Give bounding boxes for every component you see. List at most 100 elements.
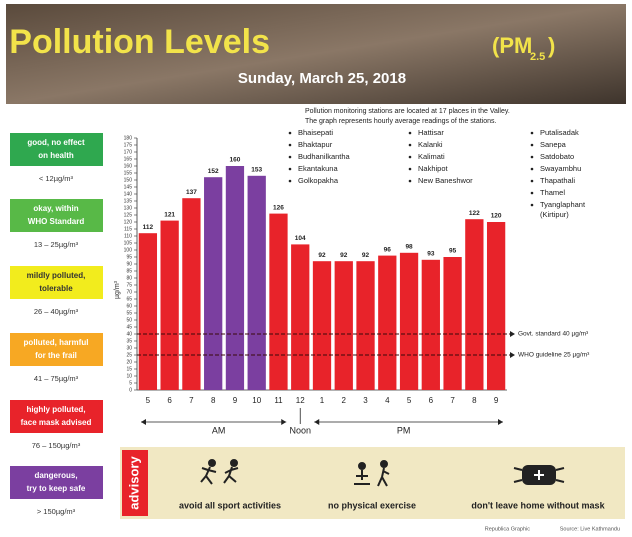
legend-label: okay, within — [33, 204, 78, 213]
station-bullet — [531, 180, 534, 183]
station-bullet — [531, 204, 534, 207]
legend-range: 41 – 75µg/m³ — [34, 374, 79, 383]
legend-range: 13 – 25µg/m³ — [34, 240, 79, 249]
stations-intro: Pollution monitoring stations are locate… — [305, 108, 510, 115]
y-tick-label: 65 — [126, 296, 132, 302]
y-tick-label: 120 — [124, 219, 133, 225]
advisory-item: no physical exercise — [328, 500, 416, 510]
legend-label: highly polluted, — [26, 405, 85, 414]
station-name: Putalisadak — [540, 128, 579, 137]
bar — [487, 222, 505, 390]
station-bullet — [409, 156, 412, 159]
station-name: Golkopakha — [298, 176, 339, 185]
station-name: Sanepa — [540, 140, 567, 149]
station-name: Bhaisepati — [298, 128, 333, 137]
legend-label: on health — [38, 151, 74, 160]
station-bullet — [409, 144, 412, 147]
y-tick-label: 85 — [126, 268, 132, 274]
legend-label: tolerable — [39, 284, 73, 293]
station-name: Bhaktapur — [298, 140, 333, 149]
x-tick-label: 11 — [274, 396, 283, 405]
bar — [400, 253, 418, 390]
advisory-item: avoid all sport activities — [179, 500, 281, 510]
bar — [248, 176, 266, 390]
value-label: 92 — [362, 252, 370, 259]
y-tick-label: 30 — [126, 345, 132, 351]
legend-range: 76 – 150µg/m³ — [32, 441, 81, 450]
y-tick-label: 60 — [126, 303, 132, 309]
value-label: 96 — [384, 246, 392, 253]
legend-label: dangerous, — [34, 471, 77, 480]
x-tick-label: 6 — [429, 396, 434, 405]
y-tick-label: 75 — [126, 282, 132, 288]
title-unit: (PM — [492, 33, 532, 58]
station-bullet — [289, 132, 292, 135]
station-name: Thapathali — [540, 176, 575, 185]
bar — [139, 233, 157, 390]
value-label: 98 — [405, 244, 413, 251]
date: Sunday, March 25, 2018 — [238, 70, 406, 87]
station-bullet — [531, 168, 534, 171]
y-tick-label: 35 — [126, 338, 132, 344]
period-label: AM — [212, 425, 226, 435]
station-bullet — [531, 132, 534, 135]
x-tick-label: 9 — [233, 396, 238, 405]
station-name: Budhanilkantha — [298, 152, 351, 161]
value-label: 92 — [318, 252, 326, 259]
bar — [291, 244, 309, 390]
y-tick-label: 140 — [124, 191, 133, 197]
y-tick-label: 20 — [126, 359, 132, 365]
legend-label: polluted, harmful — [24, 338, 89, 347]
y-tick-label: 160 — [124, 163, 133, 169]
bar — [204, 177, 222, 390]
title: Valley Pollution Levels — [0, 23, 270, 61]
value-label: 120 — [491, 213, 502, 220]
bar — [313, 261, 331, 390]
x-tick-label: 5 — [407, 396, 412, 405]
y-tick-label: 80 — [126, 275, 132, 281]
x-tick-label: 8 — [472, 396, 477, 405]
station-name: Kalimati — [418, 152, 445, 161]
reference-label: WHO guideline 25 µg/m³ — [518, 352, 590, 359]
x-tick-label: 1 — [320, 396, 325, 405]
bar — [356, 261, 374, 390]
station-name: Kalanki — [418, 140, 443, 149]
y-tick-label: 50 — [126, 317, 132, 323]
value-label: 152 — [208, 168, 219, 175]
infographic: Valley Pollution Levels (PM 2.5 ) Sunday… — [0, 0, 632, 537]
bar — [465, 219, 483, 390]
y-axis-label: µg/m³ — [114, 280, 121, 299]
x-tick-label: 9 — [494, 396, 499, 405]
x-tick-label: 10 — [252, 396, 261, 405]
y-tick-label: 105 — [124, 240, 133, 246]
station-bullet — [289, 168, 292, 171]
legend-range: < 12µg/m³ — [39, 174, 74, 183]
y-tick-label: 90 — [126, 261, 132, 267]
y-tick-label: 130 — [124, 205, 133, 211]
x-tick-label: 2 — [342, 396, 347, 405]
period-label: PM — [397, 425, 411, 435]
bar — [182, 198, 200, 390]
x-tick-label: 7 — [189, 396, 194, 405]
value-label: 121 — [164, 211, 175, 218]
y-tick-label: 150 — [124, 177, 133, 183]
bar — [161, 221, 179, 390]
y-tick-label: 145 — [124, 184, 133, 190]
station-bullet — [531, 156, 534, 159]
station-bullet — [531, 144, 534, 147]
x-tick-label: 6 — [167, 396, 172, 405]
y-tick-label: 5 — [129, 380, 132, 386]
value-label: 95 — [449, 248, 457, 255]
bar — [335, 261, 353, 390]
station-name: (Kirtipur) — [540, 210, 569, 219]
station-name: Swayambhu — [540, 164, 581, 173]
station-bullet — [289, 180, 292, 183]
title-unit-close: ) — [548, 33, 555, 58]
value-label: 92 — [340, 252, 348, 259]
station-name: Nakhipot — [418, 164, 449, 173]
value-label: 112 — [143, 224, 154, 231]
value-label: 104 — [295, 235, 306, 242]
x-tick-label: 12 — [296, 396, 305, 405]
period-label: Noon — [289, 425, 311, 435]
legend-label: face mask advised — [21, 418, 92, 427]
